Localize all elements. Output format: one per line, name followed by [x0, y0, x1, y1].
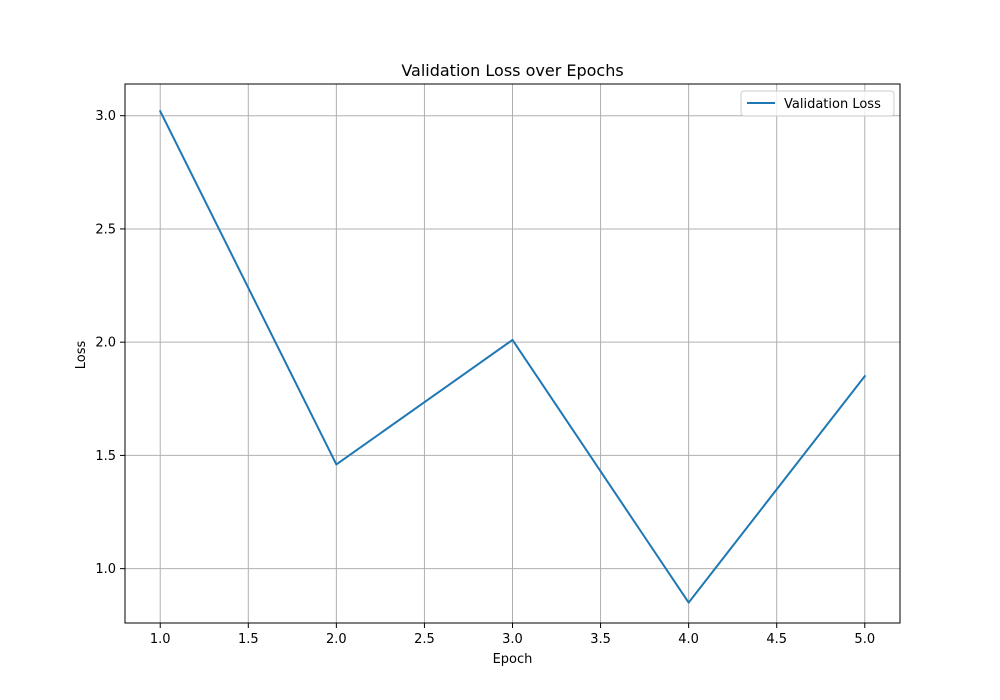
grid-lines: [125, 84, 900, 623]
y-tick-label: 1.0: [95, 562, 116, 577]
x-tick-label: 3.0: [502, 632, 523, 647]
y-tick-label: 1.5: [95, 449, 116, 464]
series-lines: [158, 109, 867, 604]
legend: Validation Loss: [740, 90, 895, 117]
x-tick-label: 2.0: [326, 632, 347, 647]
x-axis-label: Epoch: [493, 652, 533, 667]
legend-label: Validation Loss: [784, 97, 881, 112]
y-tick-label: 3.0: [95, 109, 116, 124]
axis-ticks: 1.0 1.5 2.0 2.5 3.0 3.5 4.0 4.5 5.0 1.0 1.5 2.0 2.5 3…: [95, 109, 875, 647]
x-tick-label: 2.5: [414, 632, 435, 647]
x-tick-label: 5.0: [854, 632, 875, 647]
x-tick-label: 1.5: [238, 632, 259, 647]
series-line: [158, 109, 867, 604]
x-tick-label: 3.5: [590, 632, 611, 647]
x-tick-label: 1.0: [150, 632, 171, 647]
x-tick-label: 4.5: [766, 632, 787, 647]
y-tick-label: 2.0: [95, 336, 116, 351]
x-tick-label: 4.0: [678, 632, 699, 647]
legend-box: [740, 90, 895, 117]
y-axis-label: Loss: [74, 341, 89, 370]
y-tick-label: 2.5: [95, 222, 116, 237]
chart-title: Validation Loss over Epochs: [401, 61, 623, 80]
